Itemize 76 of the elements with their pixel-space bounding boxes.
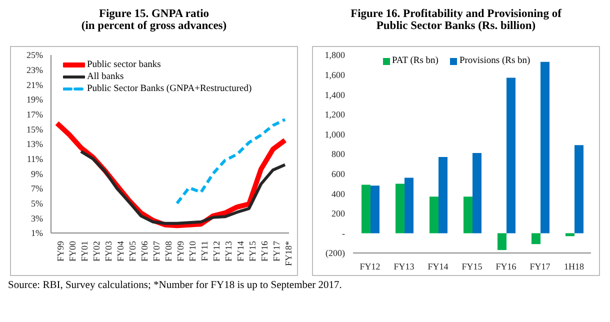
y-tick-label: 25% [26, 50, 44, 60]
y-tick-label: - [342, 228, 345, 238]
bar [370, 186, 380, 234]
x-tick-label: FY01 [79, 241, 90, 262]
x-tick-label: FY05 [127, 240, 138, 262]
x-tick-label: FY17 [271, 240, 282, 262]
x-tick-label: FY11 [199, 241, 210, 262]
bar [506, 78, 516, 234]
bar [540, 62, 550, 234]
bar [472, 153, 482, 234]
bar [566, 233, 574, 236]
y-tick-label: 15% [26, 124, 44, 134]
bar [438, 156, 448, 234]
line-series [80, 150, 286, 225]
y-tick-label: 13% [26, 139, 44, 150]
bar [362, 184, 370, 234]
x-tick-label: FY99 [55, 240, 66, 262]
x-tick-label: FY13 [394, 261, 415, 272]
bar [532, 233, 540, 244]
y-tick-label: 17% [26, 110, 44, 120]
x-tick-label: 1H18 [564, 261, 584, 272]
y-tick-label: 1,600 [324, 70, 346, 80]
y-tick-label: 800 [332, 149, 346, 160]
chart-subtitle: (in percent of gross advances) [80, 20, 228, 32]
bar [464, 196, 472, 234]
legend-label: Public Sector Banks (GNPA+Restructured) [87, 83, 252, 95]
x-tick-label: FY14 [428, 261, 449, 272]
y-tick-label: 19% [26, 94, 44, 105]
x-tick-label: FY08 [163, 240, 174, 262]
bar [498, 233, 506, 250]
chart-title: Figure 16. Profitability and Provisioning of Public Sector Banks (Rs. billion) [350, 8, 562, 32]
x-tick-label: FY00 [67, 240, 78, 262]
legend-label: PAT (Rs bn) [392, 55, 438, 67]
x-tick-label: FY17 [530, 261, 551, 272]
x-tick-label: FY18* [283, 240, 294, 266]
legend-label: All banks [87, 71, 124, 83]
bar [404, 178, 414, 234]
x-tick-label: FY12 [211, 241, 222, 262]
y-tick-label: 5% [31, 198, 44, 209]
x-tick-label: FY16 [259, 240, 270, 262]
chart-title: Figure 15. GNPA ratio [98, 8, 210, 20]
y-tick-label: 400 [332, 188, 346, 199]
x-tick-label: FY03 [103, 240, 114, 262]
y-tick-label: 1,800 [324, 50, 346, 60]
x-tick-label: FY16 [496, 261, 517, 272]
y-tick-label: 200 [332, 208, 346, 219]
y-tick-label: 9% [31, 168, 44, 179]
legend-label: Public sector banks [87, 59, 161, 71]
y-tick-label: 1% [31, 228, 44, 238]
x-tick-label: FY15 [247, 240, 258, 262]
y-tick-label: (200) [326, 248, 345, 258]
x-tick-label: FY12 [360, 261, 380, 272]
y-tick-label: 600 [332, 168, 346, 179]
source-note: Source: RBI, Survey calculations; *Number for FY18 is up to September 2017. [8, 280, 343, 291]
x-tick-label: FY13 [223, 240, 234, 262]
line-series [176, 118, 286, 205]
y-tick-label: 21% [26, 80, 44, 90]
x-tick-label: FY06 [139, 240, 150, 262]
x-tick-label: FY10 [187, 240, 198, 262]
x-tick-label: FY15 [462, 261, 483, 272]
bar [396, 184, 404, 234]
y-tick-label: 23% [26, 65, 44, 76]
y-tick-label: 1,200 [324, 110, 346, 120]
y-tick-label: 11% [26, 154, 44, 164]
y-tick-label: 7% [31, 184, 44, 194]
bar [430, 196, 438, 234]
x-tick-label: FY07 [151, 240, 162, 262]
y-tick-label: 1,400 [324, 90, 346, 100]
bar [574, 145, 584, 234]
x-tick-label: FY04 [115, 240, 126, 262]
x-tick-label: FY14 [235, 240, 246, 262]
y-tick-label: 3% [31, 213, 44, 224]
y-tick-label: 1,000 [324, 129, 346, 140]
x-tick-label: FY02 [91, 241, 102, 262]
legend-label: Provisions (Rs bn) [459, 55, 530, 67]
x-tick-label: FY09 [175, 240, 186, 262]
